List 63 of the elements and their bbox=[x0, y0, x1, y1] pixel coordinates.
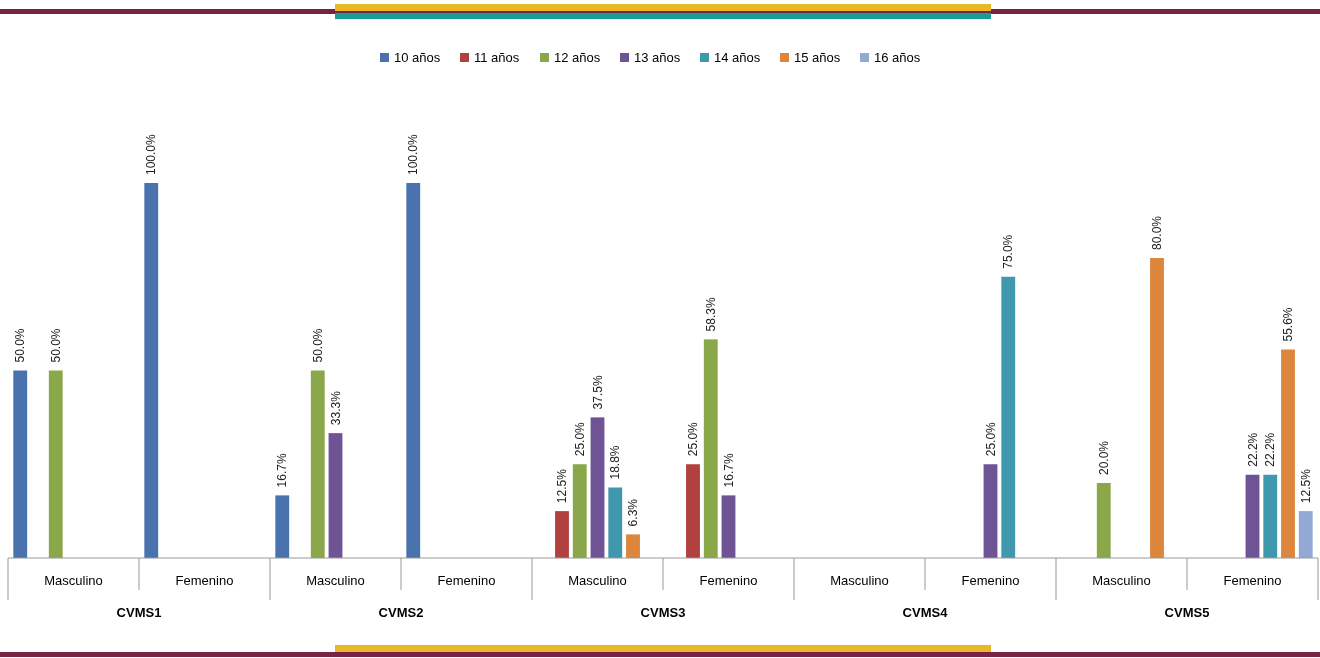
data-label: 80.0% bbox=[1150, 215, 1164, 250]
data-label: 20.0% bbox=[1096, 440, 1111, 475]
legend-label: 16 años bbox=[874, 50, 921, 65]
bar bbox=[1150, 258, 1164, 558]
bar bbox=[590, 417, 605, 558]
data-label: 22.2% bbox=[1245, 432, 1260, 467]
bar bbox=[703, 339, 718, 558]
x-axis-title: CVMS5 bbox=[1164, 605, 1210, 620]
legend-label: 10 años bbox=[394, 50, 441, 65]
x-axis-title: CVMS4 bbox=[902, 605, 949, 620]
data-label: 100.0% bbox=[144, 133, 159, 175]
data-label: 33.3% bbox=[328, 390, 343, 426]
data-label: 75.0% bbox=[1001, 234, 1016, 269]
data-label: 25.0% bbox=[686, 421, 700, 457]
x-tick-label: Masculino bbox=[306, 573, 365, 588]
legend-label: 11 años bbox=[474, 50, 520, 65]
x-axis-title: CVMS1 bbox=[116, 605, 162, 620]
bar bbox=[626, 534, 640, 558]
data-label: 50.0% bbox=[48, 328, 63, 363]
data-label: 25.0% bbox=[983, 421, 998, 457]
data-label: 16.7% bbox=[275, 453, 290, 488]
data-label: 50.0% bbox=[13, 328, 28, 363]
x-tick-label: Femenino bbox=[1223, 573, 1282, 588]
x-tick-label: Masculino bbox=[830, 573, 889, 588]
x-axis-title: CVMS3 bbox=[640, 605, 686, 620]
data-label: 16.7% bbox=[721, 453, 736, 488]
bar bbox=[1263, 474, 1278, 558]
data-label: 12.5% bbox=[1298, 468, 1313, 504]
data-label: 100.0% bbox=[406, 133, 421, 175]
data-label: 12.5% bbox=[555, 468, 569, 504]
legend-label: 15 años bbox=[794, 50, 841, 65]
data-label: 50.0% bbox=[310, 328, 325, 363]
bar bbox=[406, 183, 421, 558]
data-label: 37.5% bbox=[590, 375, 605, 410]
x-tick-label: Femenino bbox=[961, 573, 1020, 588]
bar bbox=[328, 433, 343, 558]
data-label: 58.3% bbox=[703, 297, 718, 332]
legend-label: 12 años bbox=[554, 50, 601, 65]
data-label: 55.6% bbox=[1281, 307, 1295, 342]
bar bbox=[1096, 483, 1111, 558]
bar bbox=[572, 464, 587, 558]
bar bbox=[1245, 474, 1260, 558]
legend-label: 13 años bbox=[634, 50, 681, 65]
x-tick-label: Masculino bbox=[568, 573, 627, 588]
data-label: 6.3% bbox=[626, 498, 640, 527]
data-label: 22.2% bbox=[1263, 432, 1278, 467]
x-axis-title: CVMS2 bbox=[378, 605, 424, 620]
bar bbox=[1281, 349, 1295, 558]
x-tick-label: Masculino bbox=[44, 573, 103, 588]
bar bbox=[555, 511, 569, 558]
x-tick-label: Femenino bbox=[699, 573, 758, 588]
bar bbox=[310, 370, 325, 558]
x-tick-label: Femenino bbox=[175, 573, 234, 588]
legend-label: 14 años bbox=[714, 50, 761, 65]
bar bbox=[686, 464, 700, 558]
bar bbox=[608, 487, 623, 558]
x-tick-label: Femenino bbox=[437, 573, 496, 588]
data-label: 18.8% bbox=[608, 445, 623, 480]
bar bbox=[275, 495, 290, 558]
bar bbox=[1298, 511, 1313, 558]
x-tick-label: Masculino bbox=[1092, 573, 1151, 588]
bar bbox=[721, 495, 736, 558]
data-label: 25.0% bbox=[572, 421, 587, 457]
